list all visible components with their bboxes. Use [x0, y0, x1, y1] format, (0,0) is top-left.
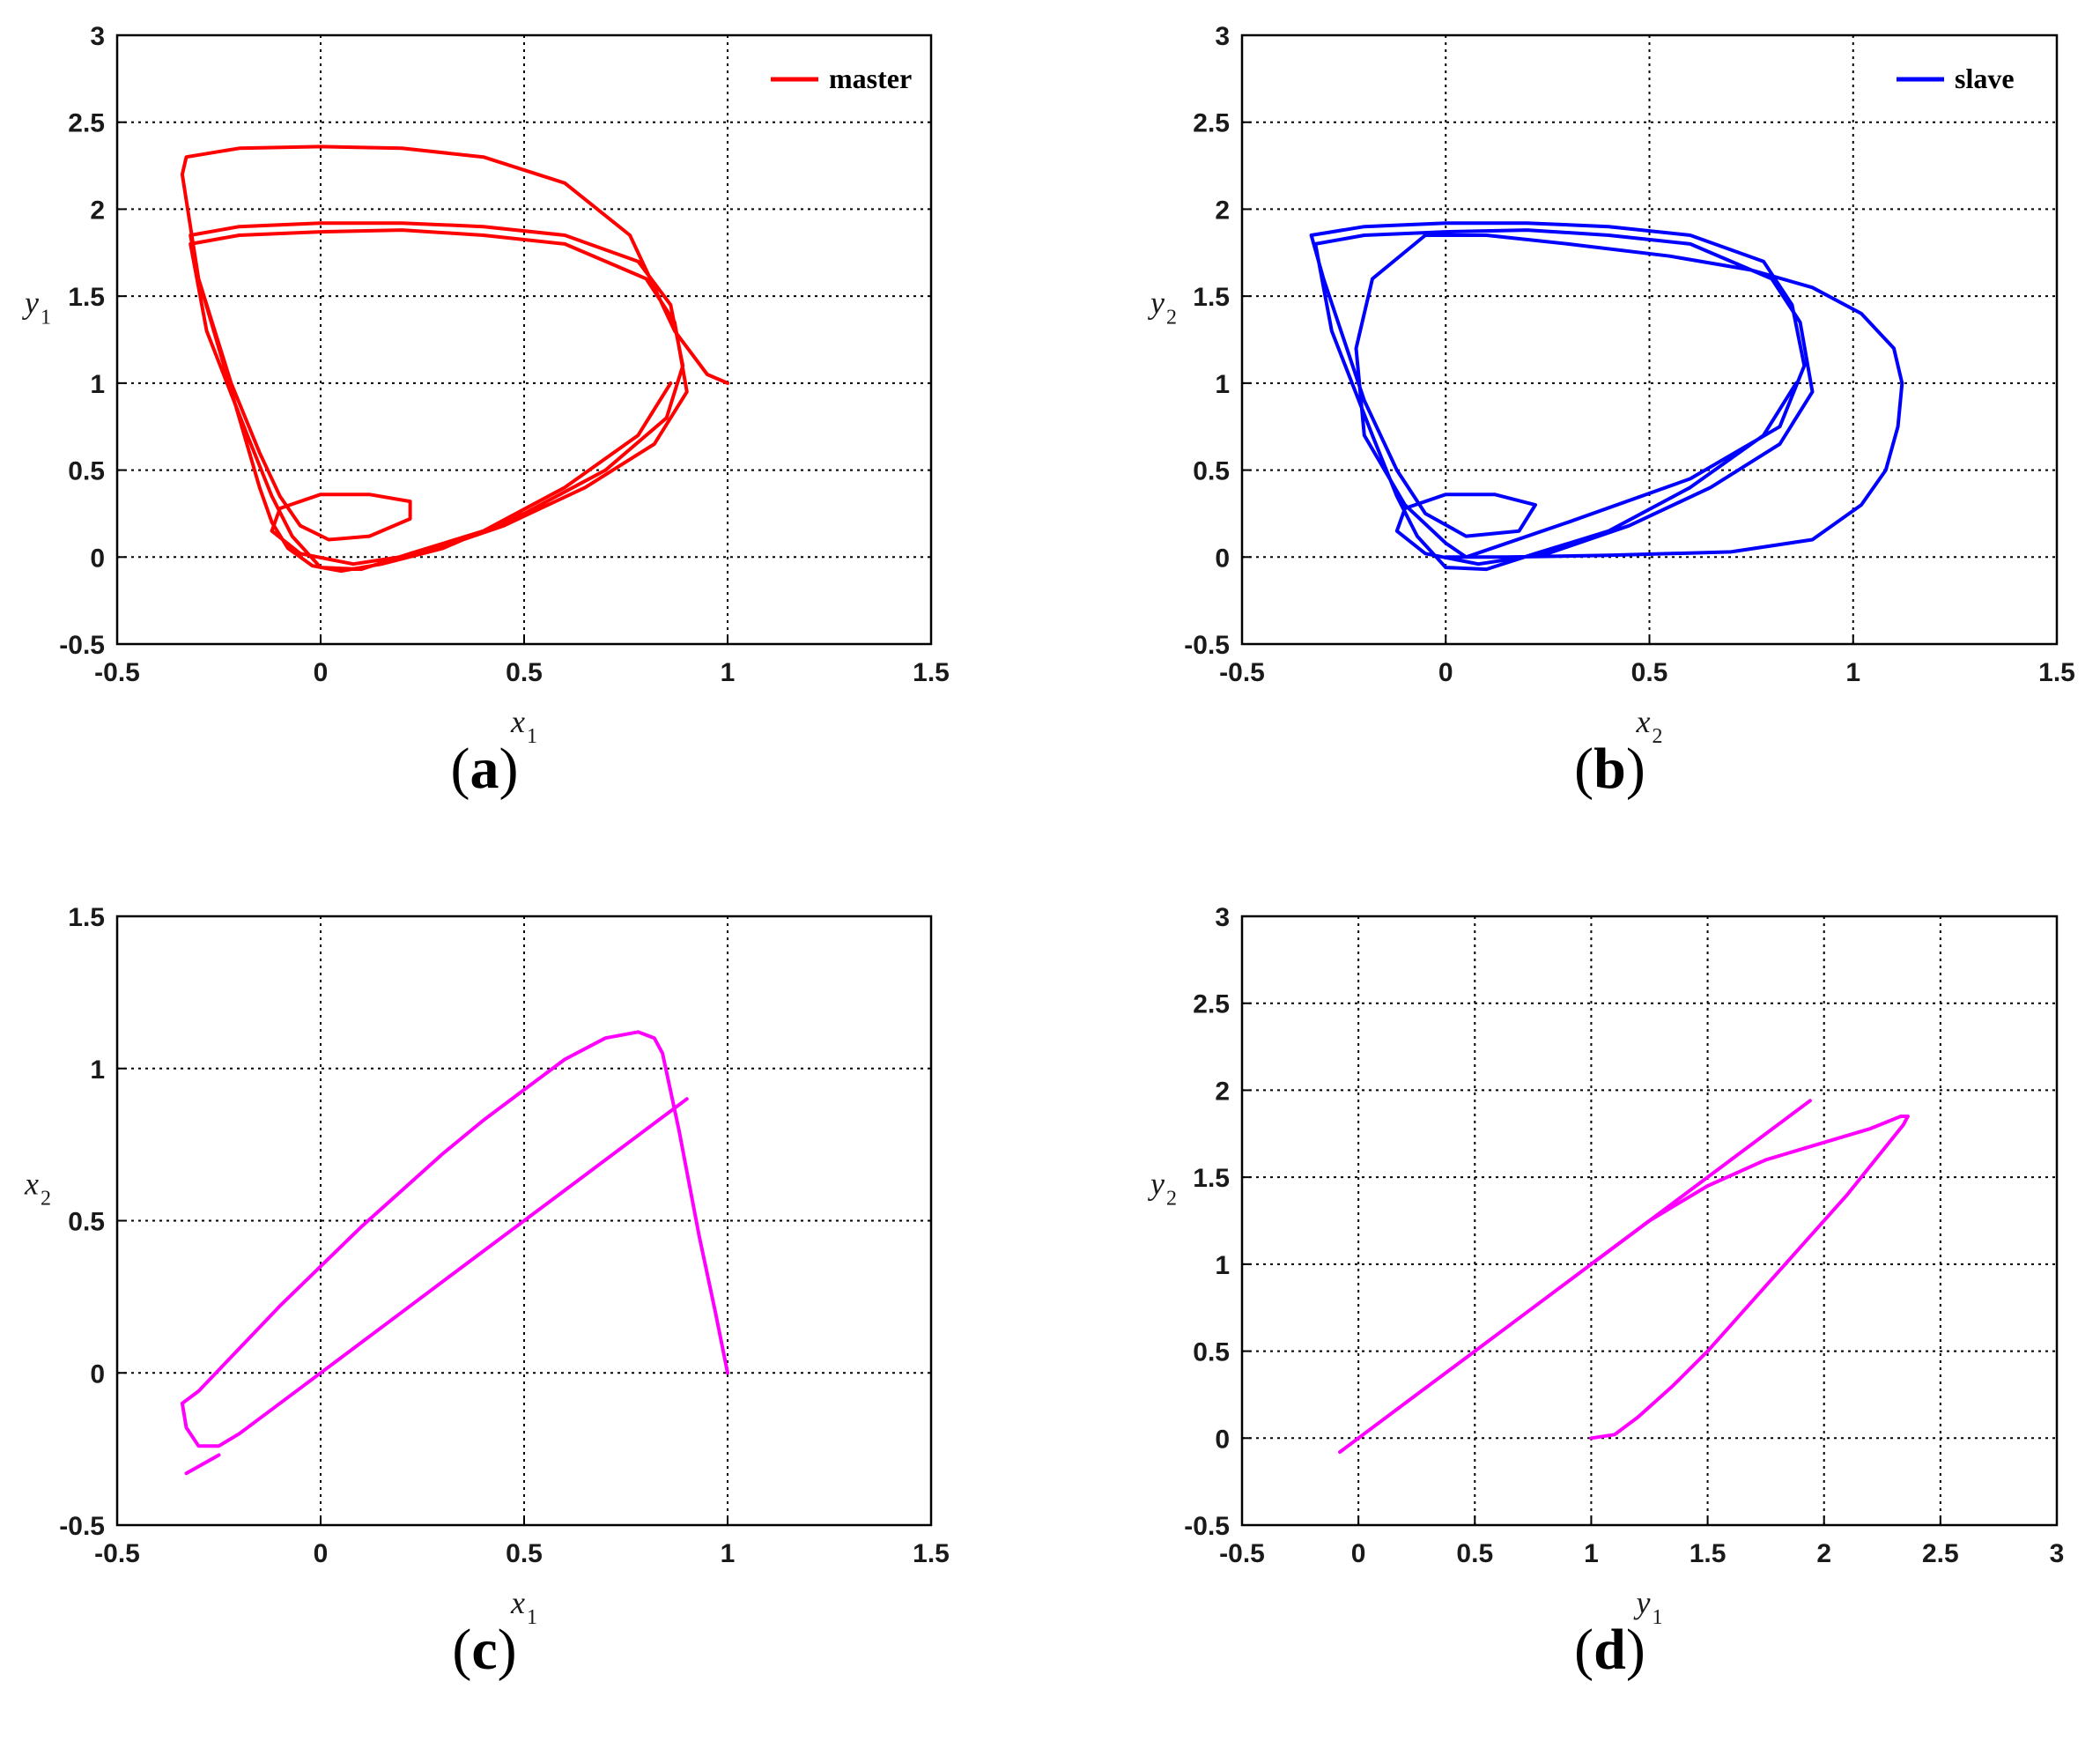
y-tick-label: -0.5 — [59, 1512, 105, 1541]
y-tick-label: 1 — [1215, 1251, 1230, 1280]
x-tick-label: 0.5 — [506, 1539, 543, 1568]
y-tick-label: 0.5 — [68, 1208, 105, 1237]
x-tick-label: -0.5 — [1219, 1539, 1265, 1568]
x-tick-label: 1.5 — [1690, 1539, 1727, 1568]
panel-caption: (b) — [1574, 737, 1645, 801]
x-tick-label: 1 — [1845, 658, 1860, 687]
x-tick-label: 0 — [314, 658, 329, 687]
legend-label: master — [829, 63, 912, 94]
x-tick-label: 2.5 — [1922, 1539, 1959, 1568]
x-tick-label: 0.5 — [506, 658, 543, 687]
x-tick-label: 0 — [1351, 1539, 1366, 1568]
y-tick-label: 3 — [1215, 22, 1230, 51]
series-line-trajectory-2 — [184, 1453, 221, 1476]
panel-b: -0.5 0 0.5 1 1.5-0.500.511.522.53x2y2slave(b… — [1148, 22, 2075, 801]
series-line-trajectory-1 — [1338, 1115, 1910, 1455]
plot-frame — [1240, 915, 2059, 1527]
x-tick-label: 0.5 — [1631, 658, 1668, 687]
x-tick-label: 0.5 — [1456, 1539, 1493, 1568]
x-tick-label: 1.5 — [913, 658, 950, 687]
y-tick-label: 2 — [90, 196, 105, 225]
y-tick-label: 1.5 — [1193, 1164, 1230, 1193]
y-axis-label: y1 — [22, 285, 51, 330]
y-tick-label: 0 — [1215, 1425, 1230, 1454]
x-tick-label: 1 — [721, 1539, 736, 1568]
y-tick-label: 0.5 — [1193, 1338, 1230, 1367]
panel-a: -0.5 0 0.5 1 1.5-0.500.511.522.53x1y1master(… — [22, 22, 950, 801]
x-tick-label: 1.5 — [913, 1539, 950, 1568]
x-tick-label: 0 — [314, 1539, 329, 1568]
y-tick-label: -0.5 — [59, 631, 105, 660]
x-tick-label: -0.5 — [94, 658, 140, 687]
y-axis-label: y2 — [1148, 1167, 1177, 1211]
series-line-trajectory-2 — [1589, 1099, 1812, 1266]
y-tick-label: 3 — [90, 22, 105, 51]
legend: master — [771, 63, 912, 94]
x-tick-label: 1 — [1584, 1539, 1599, 1568]
y-tick-label: 2.5 — [1193, 109, 1230, 138]
y-tick-label: 1 — [90, 1055, 105, 1085]
y-tick-label: 2.5 — [1193, 990, 1230, 1019]
series-line-master — [180, 144, 729, 574]
panel-caption: (c) — [452, 1618, 516, 1682]
y-tick-label: 1.5 — [68, 283, 105, 312]
x-tick-label: 2 — [1816, 1539, 1831, 1568]
x-tick-label: 0 — [1438, 658, 1453, 687]
series-line-slave — [1309, 221, 1904, 572]
y-axis-label: x2 — [24, 1167, 51, 1211]
y-tick-label: 1.5 — [68, 903, 105, 932]
panel-caption: (d) — [1574, 1618, 1645, 1682]
y-tick-label: 0.5 — [1193, 457, 1230, 486]
y-tick-label: 2.5 — [68, 109, 105, 138]
y-tick-label: 0 — [90, 544, 105, 573]
series-line-trajectory-1 — [180, 1030, 729, 1448]
y-tick-label: 2 — [1215, 196, 1230, 225]
y-tick-label: 1 — [1215, 370, 1230, 399]
y-tick-label: 1.5 — [1193, 283, 1230, 312]
x-tick-label: 1 — [721, 658, 736, 687]
x-tick-label: 1.5 — [2038, 658, 2075, 687]
y-tick-label: -0.5 — [1184, 1512, 1230, 1541]
y-tick-label: 0.5 — [68, 457, 105, 486]
x-tick-label: -0.5 — [1219, 658, 1265, 687]
x-tick-label: 3 — [2050, 1539, 2065, 1568]
x-tick-label: -0.5 — [94, 1539, 140, 1568]
y-tick-label: 3 — [1215, 903, 1230, 932]
y-tick-label: 0 — [90, 1359, 105, 1389]
y-tick-label: 2 — [1215, 1077, 1230, 1106]
legend-label: slave — [1955, 63, 2015, 94]
legend: slave — [1897, 63, 2015, 94]
panel-caption: (a) — [451, 737, 519, 801]
y-tick-label: 0 — [1215, 544, 1230, 573]
y-tick-label: 1 — [90, 370, 105, 399]
y-axis-label: y2 — [1148, 285, 1177, 330]
y-tick-label: -0.5 — [1184, 631, 1230, 660]
panel-d: -0.5 0 0.5 1 1.5 2 2.5 3-0.500.511.522.53y1y2(d… — [1148, 903, 2064, 1682]
